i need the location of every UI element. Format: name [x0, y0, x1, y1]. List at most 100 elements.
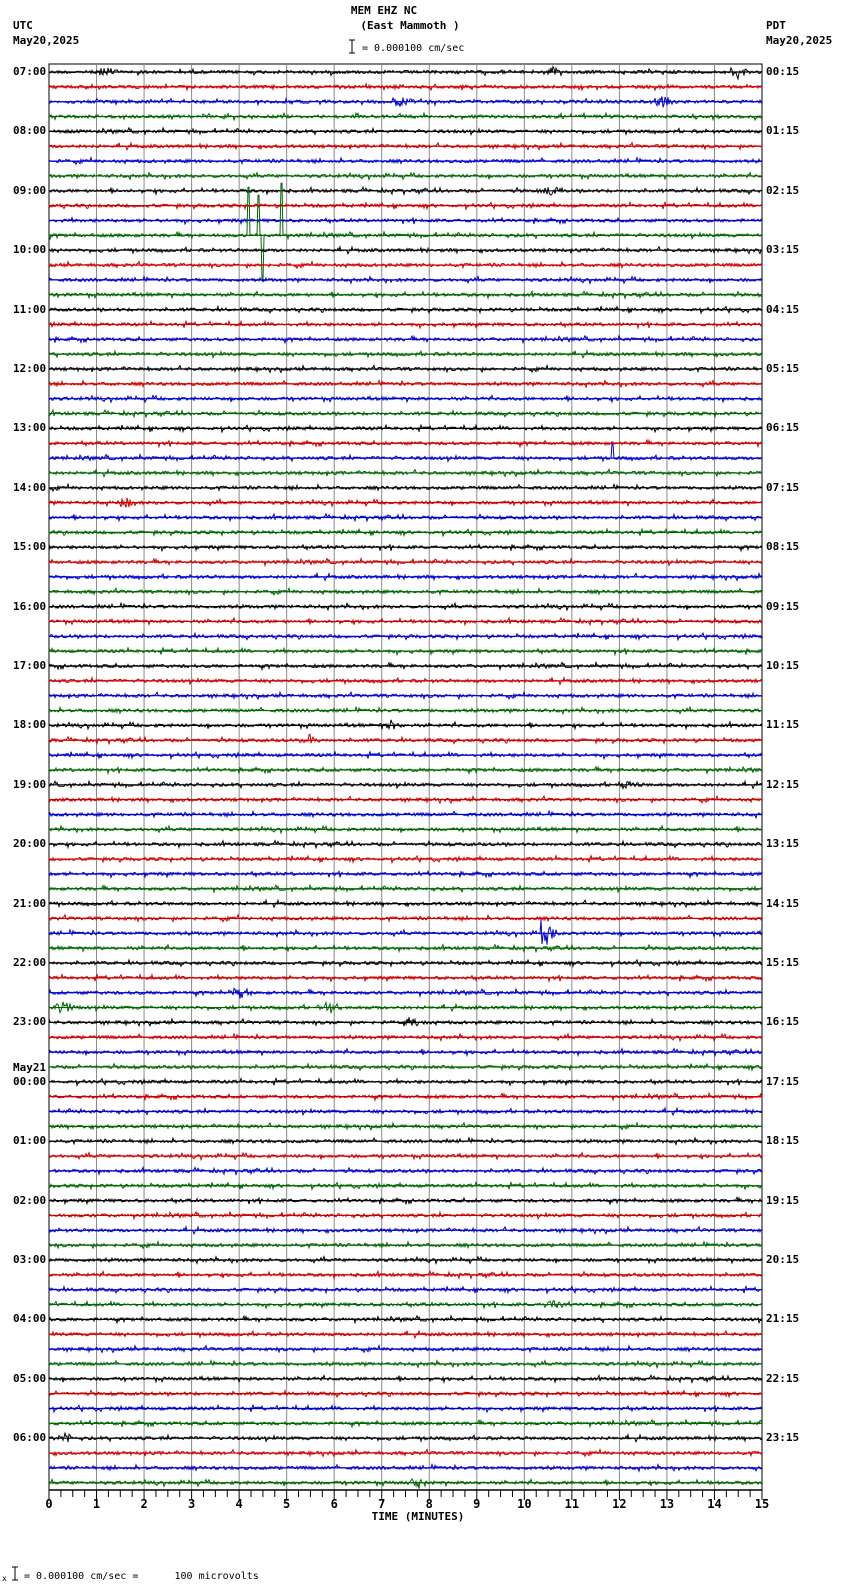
seismic-trace — [48, 943, 763, 954]
seismic-trace — [48, 675, 763, 686]
utc-hour-label: 12:00 — [13, 362, 47, 375]
pdt-hour-label: 22:15 — [766, 1371, 800, 1385]
seismic-trace — [48, 919, 763, 945]
seismic-trace — [49, 1448, 763, 1458]
seismic-trace — [48, 349, 763, 360]
pdt-hour-label: 05:15 — [766, 362, 800, 375]
seismic-trace — [48, 1431, 763, 1443]
utc-hour-label: 11:00 — [13, 302, 47, 316]
x-tick-label: 13 — [660, 1497, 674, 1511]
utc-hour-label: 01:00 — [13, 1134, 47, 1148]
seismic-trace — [48, 586, 763, 597]
seismic-trace — [48, 913, 763, 923]
seismic-trace — [48, 1106, 763, 1117]
seismic-trace — [48, 1165, 763, 1177]
pdt-hour-label: 12:15 — [766, 777, 800, 791]
pdt-hour-label: 19:15 — [766, 1193, 800, 1207]
x-tick-label: 12 — [612, 1497, 626, 1511]
utc-hour-label: 06:00 — [13, 1431, 47, 1445]
utc-hour-label: 19:00 — [13, 777, 47, 791]
seismic-trace — [48, 1047, 763, 1058]
pdt-hour-label: 17:15 — [766, 1074, 800, 1088]
seismic-trace — [48, 82, 763, 92]
seismic-trace — [48, 660, 763, 672]
seismic-trace — [48, 1388, 763, 1399]
seismic-trace — [48, 809, 763, 820]
seismic-trace — [48, 1210, 762, 1221]
x-tick-label: 3 — [188, 1497, 195, 1511]
seismic-trace — [48, 260, 762, 270]
seismic-trace — [48, 1032, 763, 1043]
seismic-trace — [48, 854, 763, 865]
seismic-trace — [48, 543, 763, 553]
seismic-trace — [48, 274, 763, 285]
utc-hour-label: 00:00 — [13, 1074, 47, 1088]
seismic-trace — [48, 468, 763, 478]
pdt-hour-label: 23:15 — [766, 1431, 800, 1445]
seismic-trace — [48, 556, 763, 568]
x-tick-label: 6 — [331, 1497, 338, 1511]
pdt-hour-label: 07:15 — [766, 480, 800, 494]
pdt-hour-label: 20:15 — [766, 1253, 800, 1266]
seismic-trace — [48, 631, 763, 642]
seismic-trace — [48, 141, 763, 152]
footer-scale-label: = 0.000100 cm/sec = 100 microvolts — [24, 1571, 259, 1582]
seismic-trace — [48, 616, 763, 627]
seismic-trace — [48, 363, 763, 374]
seismic-trace — [48, 1359, 763, 1370]
seismic-trace — [48, 690, 763, 701]
x-tick-label: 5 — [283, 1497, 290, 1511]
seismic-trace — [48, 1477, 763, 1489]
seismic-trace — [48, 64, 763, 81]
utc-hour-label: 14:00 — [13, 480, 47, 494]
pdt-hour-label: 14:15 — [766, 896, 800, 910]
left-date: May20,2025 — [13, 34, 80, 47]
seismic-trace — [49, 883, 763, 894]
seismic-trace — [48, 1062, 763, 1072]
seismic-trace — [48, 185, 763, 196]
utc-hour-label: 02:00 — [13, 1193, 47, 1207]
pdt-hour-label: 21:15 — [766, 1312, 800, 1326]
station-location: (East Mammoth ) — [360, 19, 460, 32]
utc-hour-label: 15:00 — [13, 540, 47, 554]
seismic-trace — [48, 1240, 763, 1250]
seismic-trace — [48, 765, 763, 776]
seismic-trace — [48, 733, 763, 746]
pdt-hour-label: 06:15 — [766, 421, 800, 435]
utc-hour-label: 03:00 — [13, 1253, 47, 1266]
seismic-trace — [48, 1121, 763, 1131]
x-tick-label: 15 — [755, 1497, 769, 1511]
x-tick-label: 14 — [707, 1497, 721, 1511]
seismic-trace — [48, 200, 763, 211]
x-tick-label: 7 — [378, 1497, 385, 1511]
seismic-trace — [48, 1255, 763, 1266]
pdt-hour-label: 16:15 — [766, 1015, 800, 1029]
utc-hour-label: 05:00 — [13, 1371, 47, 1385]
seismic-trace — [48, 1418, 763, 1429]
seismic-trace — [48, 304, 763, 315]
seismic-trace — [48, 601, 763, 612]
seismic-trace — [48, 96, 763, 108]
seismic-trace — [48, 1151, 763, 1162]
seismic-trace — [48, 1076, 763, 1087]
seismic-trace — [48, 1224, 763, 1236]
seismic-trace — [48, 126, 763, 137]
seismic-trace — [48, 972, 763, 984]
pdt-hour-label: 18:15 — [766, 1134, 800, 1148]
seismic-trace — [48, 1284, 763, 1295]
seismic-trace — [48, 1314, 763, 1325]
seismic-trace — [48, 1269, 763, 1281]
seismic-trace — [48, 571, 763, 582]
x-axis-label: TIME (MINUTES) — [371, 1510, 465, 1523]
pdt-hour-label: 03:15 — [766, 243, 800, 257]
pdt-hour-label: 01:15 — [766, 124, 800, 138]
seismic-trace — [48, 1017, 763, 1028]
seismic-trace — [48, 1136, 763, 1147]
seismic-trace — [48, 705, 763, 716]
x-tick-label: 10 — [517, 1497, 531, 1511]
seismic-trace — [48, 334, 763, 345]
seismic-trace — [48, 1343, 763, 1354]
seismic-trace — [48, 779, 763, 791]
seismic-trace — [48, 216, 763, 226]
